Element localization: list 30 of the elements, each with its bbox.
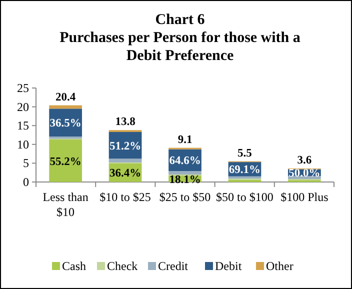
- total-label: 5.5: [238, 147, 252, 160]
- annotation: 36.4%: [109, 168, 142, 180]
- annotation: 36.5%: [50, 118, 82, 130]
- legend-label: Check: [107, 259, 138, 273]
- legend-label: Cash: [62, 259, 86, 273]
- x-tick-label: Less than $10: [42, 190, 88, 219]
- y-tick-label: 15: [17, 118, 29, 133]
- total-label: 13.8: [115, 116, 136, 128]
- legend-label: Debit: [215, 259, 242, 273]
- total-label: 3.6: [297, 154, 312, 166]
- x-tick-label: $25 to $50: [159, 190, 211, 204]
- total-label: 9.1: [178, 134, 192, 146]
- annotation: 55.2%: [50, 156, 82, 168]
- annotation: 69.1%: [228, 164, 261, 176]
- chart-subtitle: Purchases per Person for those with a Debit Preference: [60, 30, 301, 64]
- x-tick-label: $50 to $100: [216, 190, 274, 204]
- y-tick-label: 20: [17, 100, 29, 114]
- legend-label: Credit: [158, 259, 189, 273]
- y-tick-label: 10: [17, 137, 29, 152]
- annotation: 51.2%: [109, 140, 142, 152]
- annotation: 64.6%: [169, 155, 201, 168]
- y-tick-label: 25: [17, 81, 29, 95]
- y-tick-label: 0: [23, 175, 29, 189]
- y-tick-label: 5: [23, 156, 29, 170]
- x-tick-label: $10 to $25: [100, 190, 151, 204]
- legend-label: Other: [266, 259, 294, 273]
- total-label: 20.4: [56, 91, 76, 104]
- annotation: 50.0%: [288, 168, 320, 180]
- x-tick-label: $100 Plus: [280, 190, 329, 204]
- chart-title: Chart 6: [155, 12, 206, 28]
